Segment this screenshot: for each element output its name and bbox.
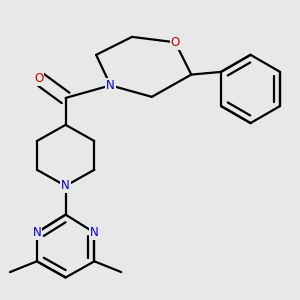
Text: N: N <box>32 226 41 239</box>
Text: N: N <box>106 79 115 92</box>
Text: O: O <box>170 36 180 49</box>
Text: N: N <box>61 179 70 192</box>
Text: N: N <box>90 226 99 239</box>
Text: O: O <box>34 72 43 85</box>
